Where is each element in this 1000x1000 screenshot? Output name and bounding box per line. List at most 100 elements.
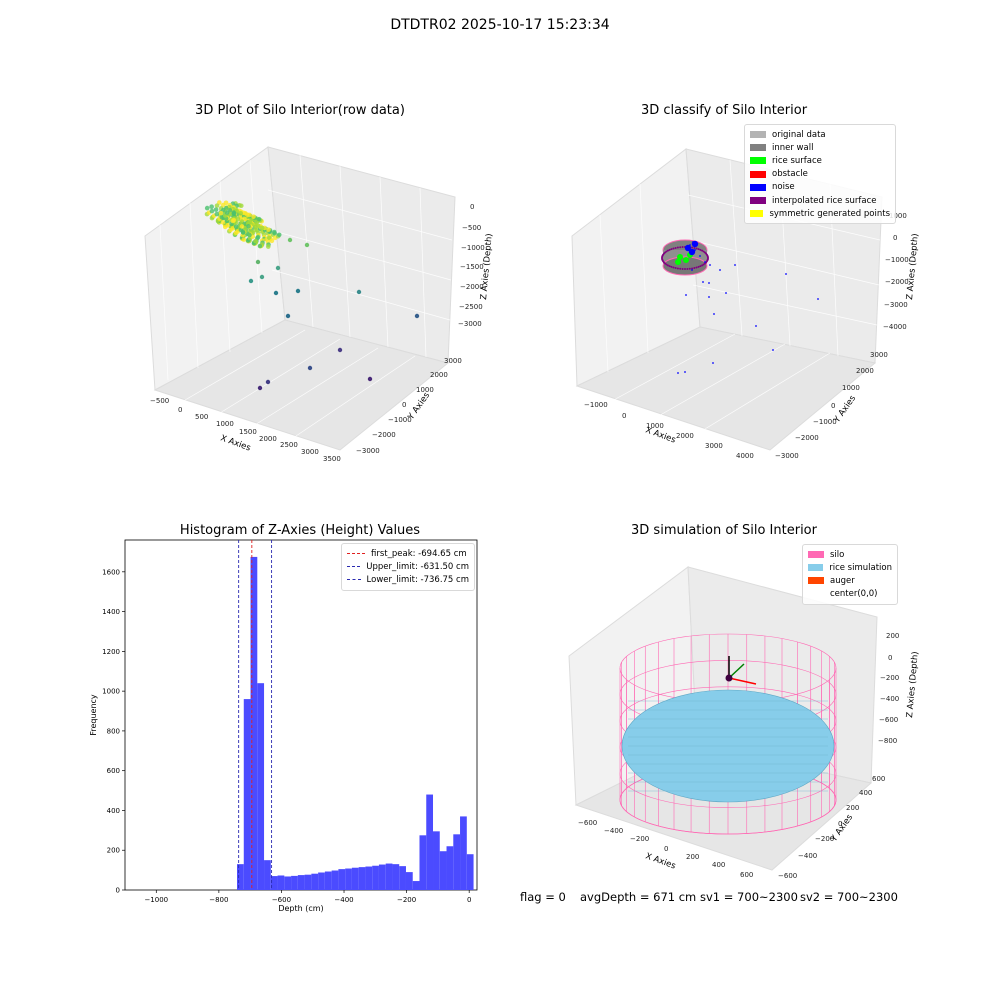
- interpolated-point: [668, 248, 671, 251]
- p1-ytick: −2000: [372, 431, 396, 439]
- p1-xtick: 2500: [280, 441, 298, 449]
- noise-point: [709, 264, 711, 266]
- interpolated-point: [665, 250, 668, 253]
- legend-line: [347, 566, 361, 568]
- raw-point: [356, 289, 362, 295]
- raw-point: [265, 244, 271, 249]
- interpolated-point: [697, 265, 700, 268]
- silo-simulation: [619, 633, 837, 835]
- histogram-bar: [243, 699, 251, 890]
- legend-label: center(0,0): [830, 589, 878, 600]
- interpolated-point: [686, 267, 689, 270]
- histogram-bar: [385, 863, 393, 890]
- p2-xtick: −1000: [584, 401, 608, 409]
- interpolated-point: [679, 246, 682, 249]
- raw-point: [287, 237, 293, 243]
- interpolated-point: [691, 246, 694, 249]
- y-tick-label: 1600: [102, 568, 120, 576]
- histogram-bar: [433, 831, 440, 890]
- legend-label: obstacle: [772, 169, 808, 180]
- raw-point: [209, 204, 214, 209]
- histogram-bar: [250, 556, 258, 890]
- raw-point: [230, 218, 236, 224]
- x-tick-label: −200: [397, 896, 416, 904]
- p1-xtick: 500: [195, 413, 208, 421]
- p4-xlabel: X Axies: [644, 851, 677, 871]
- raw-point: [276, 232, 282, 238]
- raw-point: [238, 211, 243, 216]
- raw-point: [266, 235, 272, 241]
- noise-point: [688, 248, 696, 256]
- panel2-legend: original data inner wall rice surface ob…: [744, 124, 896, 225]
- x-tick-label: 0: [467, 896, 471, 904]
- histogram-bar: [318, 872, 325, 890]
- p4-ztick: −200: [880, 674, 899, 682]
- p2-ytick: −2000: [795, 434, 819, 442]
- raw-point: [214, 203, 220, 208]
- noise-point: [702, 281, 704, 283]
- raw-point: [224, 210, 230, 215]
- raw-point: [367, 376, 373, 382]
- histogram-bar: [291, 875, 298, 890]
- raw-point: [244, 212, 250, 217]
- panel4-3d-axes: −600 −400 −200 0 200 400 600 −600 −400 −…: [568, 566, 921, 880]
- p2-xtick: 2000: [676, 432, 694, 440]
- interpolated-point: [670, 248, 673, 251]
- interpolated-point: [666, 264, 669, 267]
- histogram-bar: [399, 866, 406, 890]
- panel2-title: 3D classify of Silo Interior: [640, 103, 808, 118]
- panel4-title: 3D simulation of Silo Interior: [631, 523, 817, 538]
- histogram-bar: [405, 872, 413, 890]
- p4-xtick: 200: [686, 853, 699, 861]
- p1-xtick: 2000: [259, 435, 277, 443]
- histogram-bar: [446, 846, 454, 890]
- p1-ytick: 3000: [444, 357, 462, 365]
- p1-xlabel: X Axies: [219, 433, 252, 453]
- legend-swatch: [750, 210, 764, 218]
- histogram-bar: [237, 864, 244, 890]
- legend-item: inner wall: [750, 141, 890, 154]
- noise-point: [712, 362, 714, 364]
- interpolated-point: [679, 267, 682, 270]
- histogram-bar: [311, 873, 319, 890]
- y-tick-label: 1400: [102, 608, 120, 616]
- legend-label: Lower_limit: -736.75 cm: [366, 574, 469, 585]
- legend-item: rice simulation: [808, 561, 892, 574]
- legend-label: first_peak: -694.65 cm: [371, 548, 467, 559]
- noise-point: [734, 264, 736, 266]
- p2-ytick: −1000: [813, 418, 837, 426]
- histogram-bar: [365, 866, 373, 890]
- interpolated-point: [670, 265, 673, 268]
- y-tick-label: 600: [107, 767, 120, 775]
- p1-ytick: −3000: [356, 447, 380, 455]
- y-tick-label: 1000: [102, 688, 120, 696]
- panel4-legend: silo rice simulation auger center(0,0): [802, 544, 898, 605]
- p1-ytick: 1000: [416, 386, 434, 394]
- raw-point: [257, 243, 263, 249]
- status-avg-depth: avgDepth = 671 cm: [580, 890, 697, 904]
- noise-point: [772, 349, 774, 351]
- p2-ytick: −3000: [775, 452, 799, 460]
- panel2-points: [661, 239, 819, 374]
- p2-ztick: −3000: [884, 301, 908, 309]
- histogram-bar: [392, 864, 400, 890]
- interpolated-point: [702, 263, 705, 266]
- noise-point: [719, 269, 721, 271]
- p4-xtick: −200: [630, 835, 649, 843]
- histogram-bar: [426, 794, 434, 890]
- legend-label: original data: [772, 129, 826, 140]
- x-tick-label: −400: [334, 896, 353, 904]
- interpolated-point: [674, 246, 677, 249]
- interpolated-point: [701, 249, 704, 252]
- status-flag: flag = 0: [520, 890, 566, 904]
- interpolated-point: [668, 265, 671, 268]
- noise-point: [677, 372, 679, 374]
- interpolated-point: [706, 255, 709, 258]
- legend-line: [347, 579, 361, 581]
- legend-swatch: [808, 551, 824, 559]
- raw-point: [257, 385, 263, 391]
- p2-xtick: 1000: [646, 422, 664, 430]
- p2-xtick: 0: [622, 412, 626, 420]
- raw-point: [256, 216, 262, 222]
